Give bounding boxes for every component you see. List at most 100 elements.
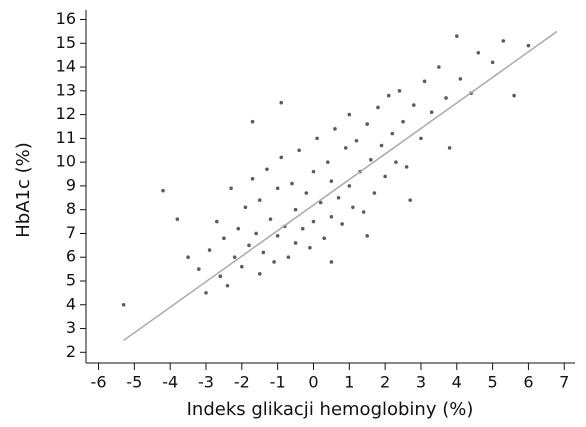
scatter-point bbox=[458, 77, 463, 81]
scatter-point bbox=[326, 160, 330, 164]
x-tick-label: -4 bbox=[162, 373, 178, 392]
scatter-point bbox=[333, 127, 337, 131]
scatter-point bbox=[454, 34, 459, 38]
y-tick-label: 15 bbox=[56, 33, 76, 52]
scatter-point bbox=[512, 93, 516, 98]
x-axis-label: Indeks glikacji hemoglobiny (%) bbox=[187, 399, 474, 420]
scatter-point bbox=[197, 267, 201, 271]
scatter-point bbox=[232, 255, 237, 260]
scatter-point bbox=[254, 231, 258, 236]
scatter-point bbox=[447, 146, 452, 150]
scatter-point bbox=[279, 100, 284, 105]
scatter-point bbox=[279, 155, 284, 160]
scatter-point bbox=[490, 60, 495, 65]
y-tick-label: 12 bbox=[56, 104, 76, 123]
scatter-point bbox=[390, 131, 395, 136]
scatter-point bbox=[236, 226, 241, 231]
scatter-point bbox=[268, 217, 273, 221]
scatter-point bbox=[379, 143, 384, 148]
scatter-point bbox=[275, 186, 280, 191]
scatter-point bbox=[229, 186, 233, 191]
x-tick-label: 4 bbox=[452, 373, 462, 392]
scatter-point bbox=[383, 174, 387, 179]
scatter-point bbox=[304, 191, 309, 195]
scatter-point bbox=[322, 236, 327, 241]
x-tick-label: -5 bbox=[126, 373, 142, 392]
scatter-point bbox=[293, 207, 298, 212]
scatter-point bbox=[311, 169, 316, 174]
scatter-point bbox=[318, 200, 323, 205]
scatter-point bbox=[247, 243, 251, 248]
scatter-point bbox=[275, 234, 280, 238]
y-tick-label: 6 bbox=[66, 247, 76, 266]
x-tick-label: -2 bbox=[234, 373, 250, 392]
scatter-point bbox=[214, 219, 219, 224]
scatter-point bbox=[243, 205, 248, 210]
y-tick-label: 16 bbox=[56, 9, 76, 28]
scatter-point bbox=[372, 191, 377, 195]
scatter-point bbox=[329, 215, 334, 219]
x-tick-label: 0 bbox=[308, 373, 318, 392]
scatter-point bbox=[225, 283, 230, 288]
scatter-point bbox=[404, 165, 409, 169]
scatter-point bbox=[222, 236, 226, 241]
scatter-point bbox=[315, 136, 319, 141]
scatter-point bbox=[240, 264, 244, 269]
y-tick-label: 2 bbox=[66, 342, 76, 361]
scatter-point bbox=[419, 136, 423, 141]
scatter-point bbox=[476, 50, 481, 55]
x-tick-label: -3 bbox=[198, 373, 214, 392]
x-tick-label: 6 bbox=[523, 373, 533, 392]
regression-line bbox=[123, 30, 558, 342]
scatter-point bbox=[365, 234, 370, 238]
y-tick-label: 13 bbox=[56, 80, 76, 99]
scatter-point bbox=[397, 89, 402, 93]
scatter-point bbox=[437, 65, 441, 69]
y-tick-label: 11 bbox=[56, 128, 76, 147]
y-tick-label: 14 bbox=[56, 57, 76, 76]
scatter-point bbox=[408, 198, 413, 202]
scatter-point bbox=[257, 198, 262, 202]
scatter-point bbox=[365, 122, 370, 126]
y-tick-label: 7 bbox=[66, 223, 76, 242]
scatter-point bbox=[297, 148, 301, 153]
y-tick-label: 3 bbox=[66, 318, 76, 337]
y-tick-label: 9 bbox=[66, 175, 76, 194]
scatter-point bbox=[290, 181, 294, 186]
scatter-point bbox=[161, 188, 165, 193]
scatter-point bbox=[386, 93, 391, 98]
scatter-point bbox=[411, 103, 416, 107]
scatter-point bbox=[207, 248, 212, 252]
scatter-point bbox=[265, 167, 269, 172]
x-tick-label: 7 bbox=[559, 373, 569, 392]
y-tick-label: 5 bbox=[66, 270, 76, 289]
scatter-point bbox=[204, 291, 208, 295]
scatter-point bbox=[250, 119, 255, 124]
scatter-point bbox=[329, 179, 334, 183]
x-tick-label: 5 bbox=[488, 373, 498, 392]
scatter-point bbox=[347, 112, 352, 117]
scatter-point bbox=[336, 195, 341, 200]
y-tick-label: 4 bbox=[66, 294, 76, 313]
x-tick-label: -6 bbox=[91, 373, 107, 392]
scatter-point bbox=[526, 43, 531, 48]
scatter-point bbox=[347, 184, 352, 188]
x-tick-label: -1 bbox=[270, 373, 286, 392]
y-tick-label: 8 bbox=[66, 199, 76, 218]
scatter-point bbox=[311, 219, 316, 224]
scatter-point bbox=[272, 260, 276, 264]
y-tick-label: 10 bbox=[56, 152, 76, 171]
scatter-point bbox=[429, 110, 434, 115]
scatter-point bbox=[300, 226, 305, 231]
scatter-point bbox=[329, 260, 334, 264]
x-tick-label: 3 bbox=[416, 373, 426, 392]
scatter-point bbox=[340, 222, 344, 226]
scatter-point bbox=[121, 302, 126, 307]
scatter-point bbox=[354, 138, 359, 143]
scatter-point bbox=[376, 105, 380, 110]
scatter-point bbox=[250, 176, 255, 181]
scatter-point bbox=[257, 272, 262, 276]
x-tick-label: 2 bbox=[380, 373, 390, 392]
scatter-point bbox=[186, 255, 190, 260]
